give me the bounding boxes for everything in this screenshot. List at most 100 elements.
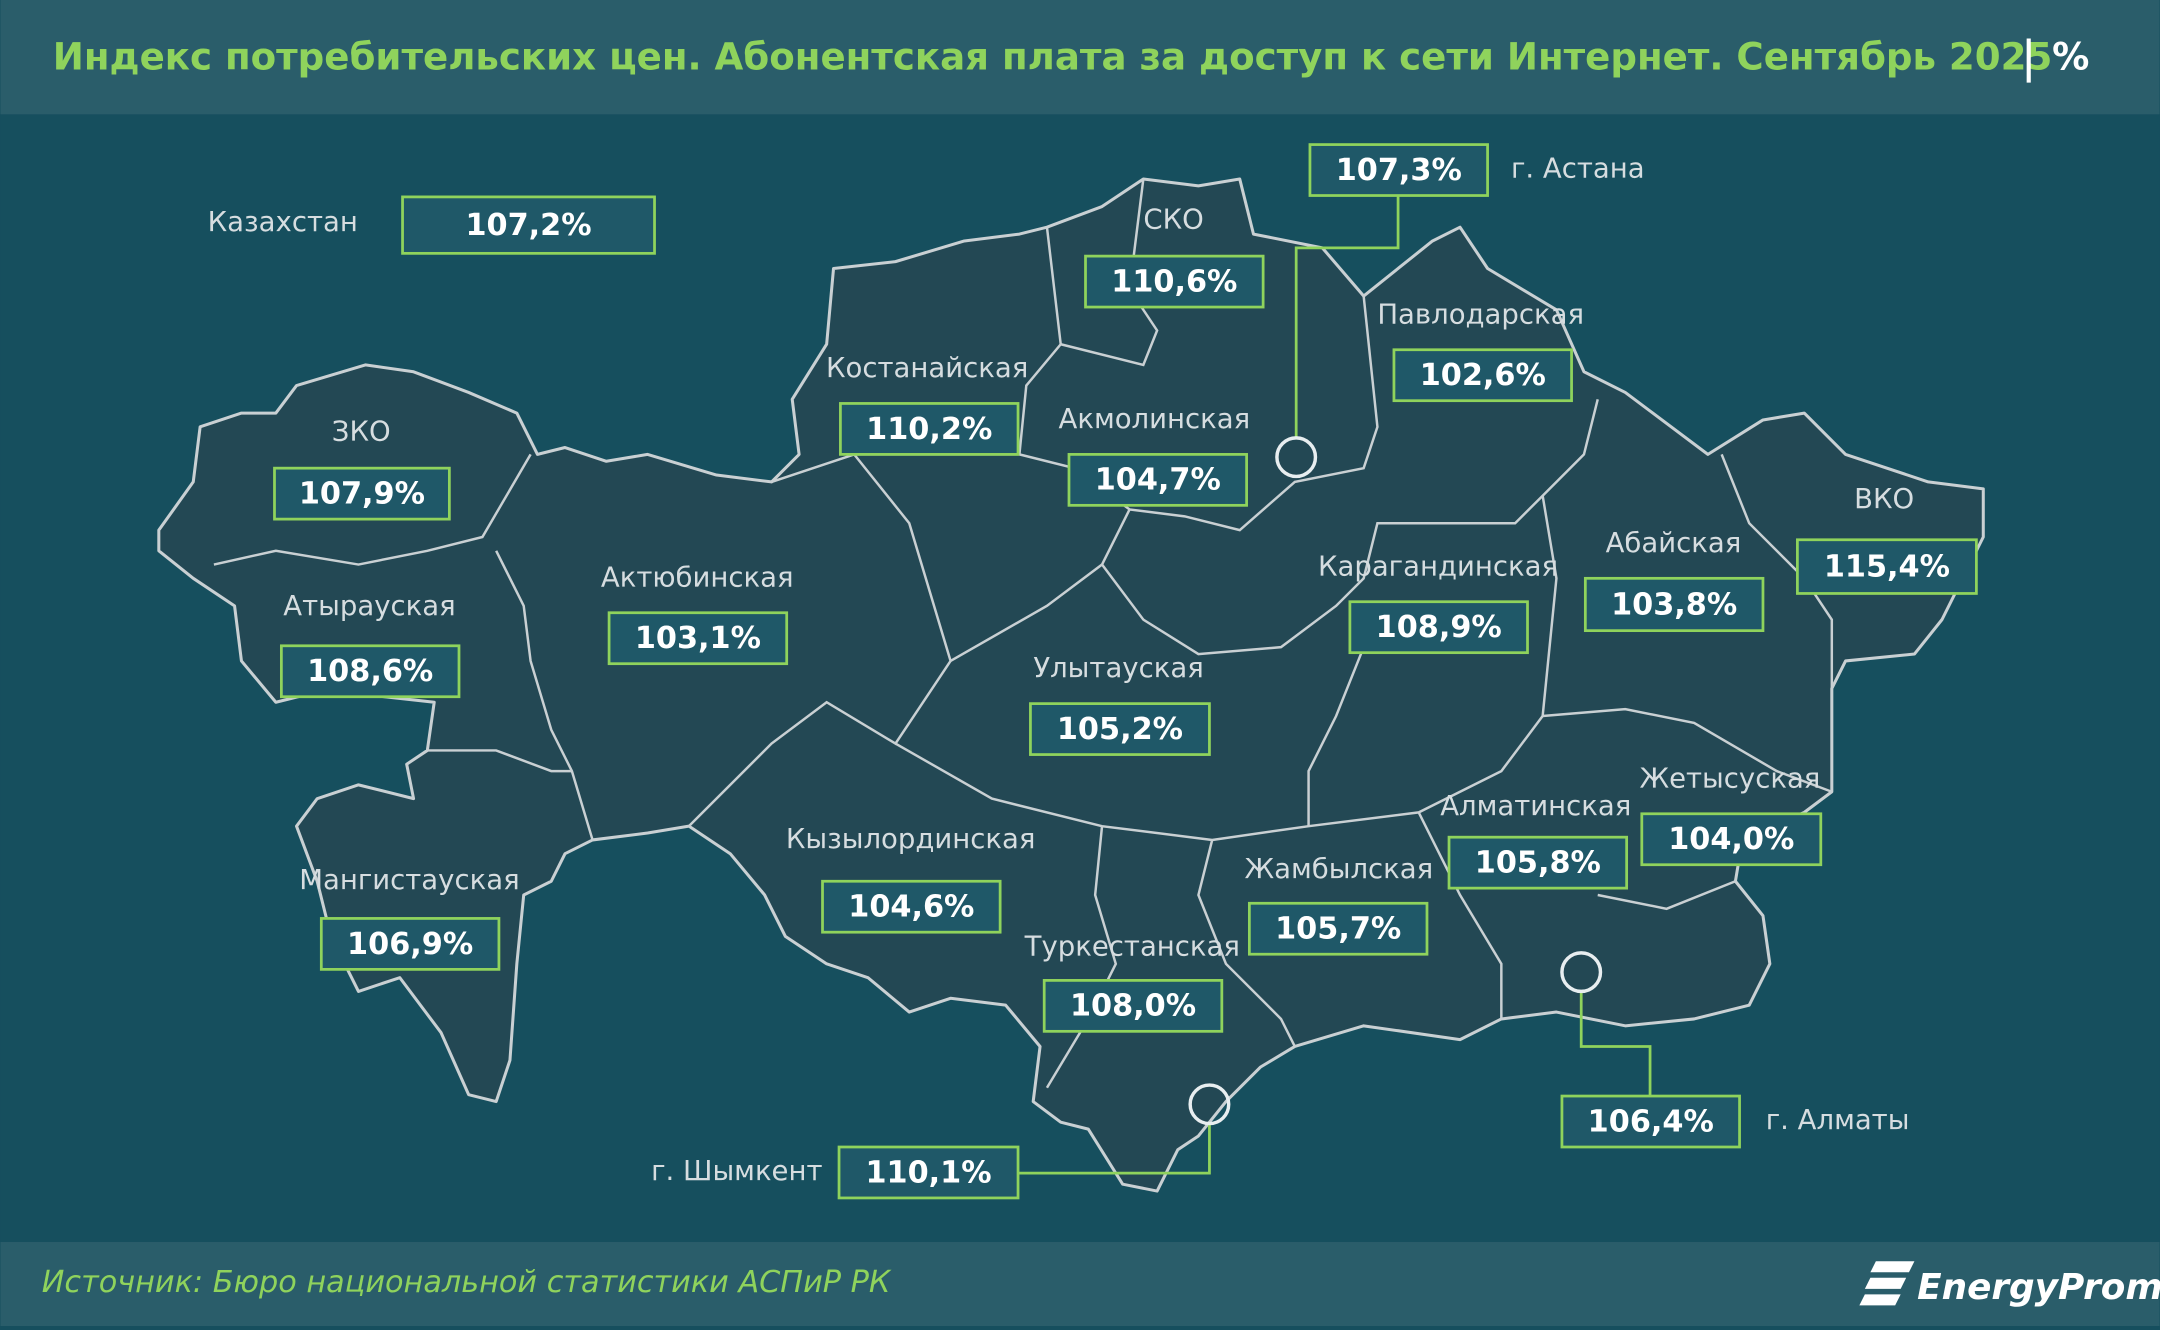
border [1101, 399, 1599, 656]
region-name: Карагандинская [1318, 550, 1558, 582]
region-value: 104,7% [1095, 463, 1221, 498]
region-name: Костанайская [826, 352, 1028, 384]
border [427, 749, 572, 773]
region-name: Акмолинская [1059, 403, 1251, 435]
value-box [273, 466, 451, 521]
city-marker [1188, 1083, 1231, 1126]
value-box [401, 195, 656, 255]
border [1541, 495, 1833, 793]
title: Индекс потребительских цен. Абонентская … [53, 35, 2053, 79]
city-markers [1188, 436, 1603, 1126]
region-value: 104,0% [1668, 822, 1794, 857]
region-value: 105,2% [1057, 712, 1183, 747]
border [894, 715, 1544, 842]
region-name: ЗКО [332, 415, 391, 447]
unit: % [2052, 35, 2089, 79]
connector-line [1294, 195, 1400, 438]
city-marker [1275, 436, 1318, 479]
value-box [1084, 254, 1265, 309]
region-value: 107,3% [1336, 153, 1462, 188]
region-name: Туркестанская [1024, 930, 1240, 962]
border [213, 453, 532, 566]
border [949, 508, 1131, 663]
region-name: Актюбинская [601, 561, 794, 593]
region-name: Павлодарская [1377, 298, 1584, 330]
region-name: г. Алматы [1766, 1104, 1910, 1136]
region-name: ВКО [1854, 483, 1914, 515]
value-box [1447, 835, 1629, 890]
value-box [1796, 538, 1978, 595]
region-value: 106,4% [1588, 1104, 1714, 1139]
region-name: Жетысуская [1639, 762, 1820, 794]
value-box [1640, 812, 1823, 867]
region-name: Атырауская [283, 590, 455, 622]
region-value: 107,9% [299, 477, 425, 512]
value-box [821, 879, 1002, 934]
region-value: 105,7% [1275, 912, 1401, 947]
region-value: 110,1% [865, 1155, 991, 1190]
value-box [1308, 143, 1489, 197]
value-box [279, 644, 461, 699]
region-value: 108,6% [307, 654, 433, 689]
region-name: Жамбылская [1245, 853, 1434, 885]
region-value: 105,8% [1475, 846, 1601, 881]
value-box [1042, 979, 1224, 1033]
region-name: Абайская [1606, 527, 1742, 559]
region-labels: Казахстан 107,2% г. Астана 107,3% СКО 110,6% П… [208, 143, 1978, 1200]
border [495, 550, 594, 841]
value-box [319, 917, 501, 971]
value-box [1560, 1094, 1741, 1149]
border [1597, 880, 1736, 911]
region-value: 104,6% [848, 890, 974, 925]
value-box [1247, 901, 1429, 956]
region-value: 102,6% [1420, 358, 1546, 393]
value-box [1392, 348, 1573, 403]
border [1060, 178, 1159, 367]
border [1197, 839, 1296, 1048]
header-band [0, 0, 2160, 115]
value-box [837, 1145, 1020, 1200]
region-value: 108,0% [1070, 989, 1196, 1024]
region-name: г. Шымкент [651, 1155, 822, 1187]
region-name: Казахстан [208, 206, 358, 238]
connectors [1018, 195, 1652, 1175]
value-box [607, 611, 789, 666]
brand: EnergyProm [1917, 1267, 2160, 1308]
region-value: 107,2% [465, 208, 591, 243]
border [1018, 227, 1063, 455]
value-box [1348, 600, 1529, 655]
region-value: 110,2% [866, 412, 992, 447]
brand-logo: EnergyProm [1859, 1261, 2160, 1308]
border [1045, 826, 1118, 1089]
city-marker [1560, 951, 1603, 994]
region-borders [213, 178, 1834, 1089]
region-value: 108,9% [1376, 610, 1502, 645]
region-value: 110,6% [1111, 264, 1237, 299]
border [854, 295, 1379, 532]
connector-line [1579, 991, 1652, 1097]
region-value: 103,8% [1611, 587, 1737, 622]
border [1307, 646, 1365, 827]
region-name: Улытауская [1033, 652, 1203, 684]
region-value: 106,9% [347, 927, 473, 962]
value-box [1067, 453, 1248, 507]
source: Источник: Бюро национальной статистики А… [42, 1265, 892, 1300]
value-box [839, 402, 1020, 456]
region-value: 115,4% [1824, 549, 1950, 584]
border [1417, 811, 1503, 1019]
value-box [1583, 576, 1765, 633]
connector-line [1018, 1123, 1211, 1175]
value-box [1029, 702, 1211, 756]
region-name: СКО [1143, 203, 1203, 235]
region-name: Алматинская [1440, 790, 1631, 822]
footer-band [0, 1242, 2160, 1326]
region-name: Кызылординская [786, 823, 1036, 855]
region-value: 103,1% [635, 621, 761, 656]
border [688, 452, 952, 828]
region-name: Мангистауская [299, 864, 519, 896]
map-shape [157, 177, 1985, 1193]
region-name: г. Астана [1511, 152, 1645, 184]
country-outline [157, 177, 1985, 1193]
logo-icon [1859, 1261, 1915, 1306]
